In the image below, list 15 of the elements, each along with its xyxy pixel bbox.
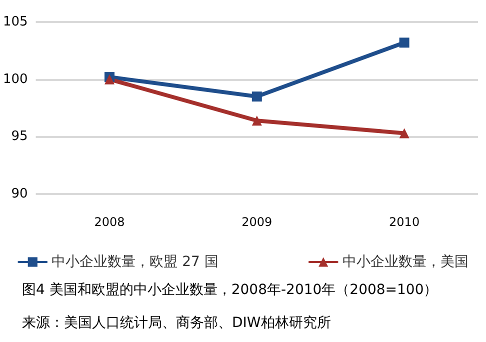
legend-label: 中小企业数量，欧盟 27 国 bbox=[52, 254, 218, 270]
point bbox=[252, 116, 262, 126]
y-tick-label: 90 bbox=[11, 186, 28, 202]
point bbox=[399, 128, 410, 138]
x-tick-label: 2008 bbox=[94, 215, 125, 229]
source-note: 来源：美国人口统计局、商务部、DIW柏林研究所 bbox=[22, 315, 331, 331]
y-tick-label: 95 bbox=[11, 129, 28, 144]
text: 图4 美国和欧盟的中小企业数量，2008年-2010年（2008=100） bbox=[22, 282, 438, 298]
point bbox=[399, 38, 410, 48]
x-tick-label: 2009 bbox=[242, 215, 272, 229]
legend-label: 中小企业数量，美国 bbox=[342, 254, 468, 270]
y-tick-label: 100 bbox=[2, 72, 28, 87]
x-tick-label: 2010 bbox=[389, 215, 420, 229]
point bbox=[252, 92, 262, 102]
y-tick-label: 105 bbox=[2, 14, 28, 30]
